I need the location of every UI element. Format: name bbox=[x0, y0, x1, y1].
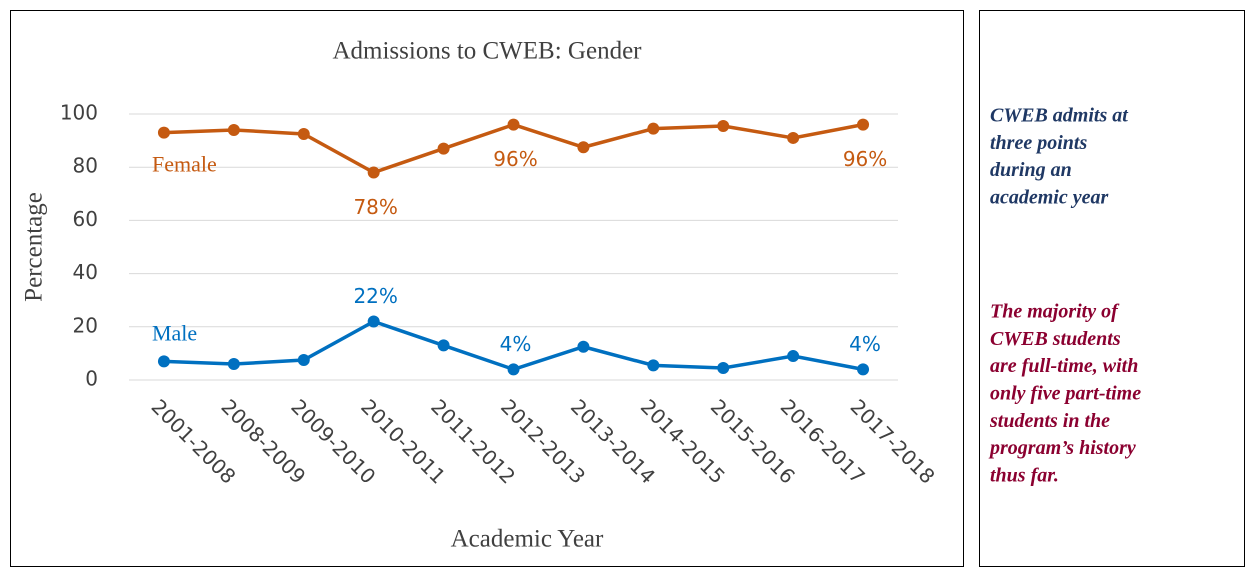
data-point bbox=[717, 362, 730, 375]
note-line: are full-time, with bbox=[990, 355, 1138, 377]
data-point bbox=[857, 363, 870, 376]
note-line: students in the bbox=[989, 410, 1110, 432]
data-point bbox=[647, 359, 660, 372]
note-line: CWEB admits at bbox=[990, 105, 1129, 127]
note-line: during an bbox=[990, 159, 1072, 181]
data-point bbox=[437, 142, 450, 155]
data-point bbox=[507, 118, 520, 131]
note-line: CWEB students bbox=[990, 328, 1121, 350]
y-tick-label: 20 bbox=[73, 313, 98, 337]
data-label: 96% bbox=[493, 147, 537, 171]
note-box bbox=[979, 10, 1245, 567]
x-axis-title: Academic Year bbox=[451, 526, 604, 553]
data-point bbox=[857, 118, 870, 131]
data-point bbox=[787, 131, 800, 144]
note-line: three points bbox=[990, 132, 1087, 154]
data-point bbox=[437, 339, 450, 352]
chart-border bbox=[10, 10, 964, 567]
data-label: 4% bbox=[849, 332, 881, 356]
y-tick-label: 80 bbox=[73, 154, 98, 178]
data-label: 96% bbox=[843, 147, 887, 171]
data-point bbox=[787, 350, 800, 363]
note-line: thus far. bbox=[990, 464, 1059, 486]
data-point bbox=[507, 363, 520, 376]
note-line: only five part-time bbox=[990, 382, 1141, 404]
data-point bbox=[297, 354, 310, 367]
y-tick-label: 40 bbox=[73, 260, 98, 284]
data-point bbox=[227, 358, 240, 371]
note-line: academic year bbox=[990, 186, 1108, 208]
y-axis-title: Percentage bbox=[21, 192, 48, 302]
data-point bbox=[157, 126, 170, 139]
series-label: Male bbox=[152, 320, 197, 345]
data-label: 22% bbox=[353, 284, 397, 308]
chart-title: Admissions to CWEB: Gender bbox=[332, 38, 642, 65]
data-point bbox=[297, 127, 310, 140]
data-point bbox=[227, 123, 240, 136]
data-point bbox=[367, 166, 380, 179]
y-tick-label: 100 bbox=[60, 101, 98, 125]
data-point bbox=[157, 355, 170, 368]
data-label: 4% bbox=[500, 332, 532, 356]
y-tick-label: 0 bbox=[85, 367, 98, 391]
data-label: 78% bbox=[353, 195, 397, 219]
data-point bbox=[647, 122, 660, 135]
note-line: program’s history bbox=[988, 437, 1136, 459]
y-tick-label: 60 bbox=[73, 207, 98, 231]
data-point bbox=[717, 119, 730, 132]
note-line: The majority of bbox=[990, 301, 1120, 323]
series-label: Female bbox=[152, 152, 217, 177]
data-point bbox=[577, 141, 590, 154]
data-point bbox=[577, 340, 590, 353]
data-point bbox=[367, 315, 380, 328]
